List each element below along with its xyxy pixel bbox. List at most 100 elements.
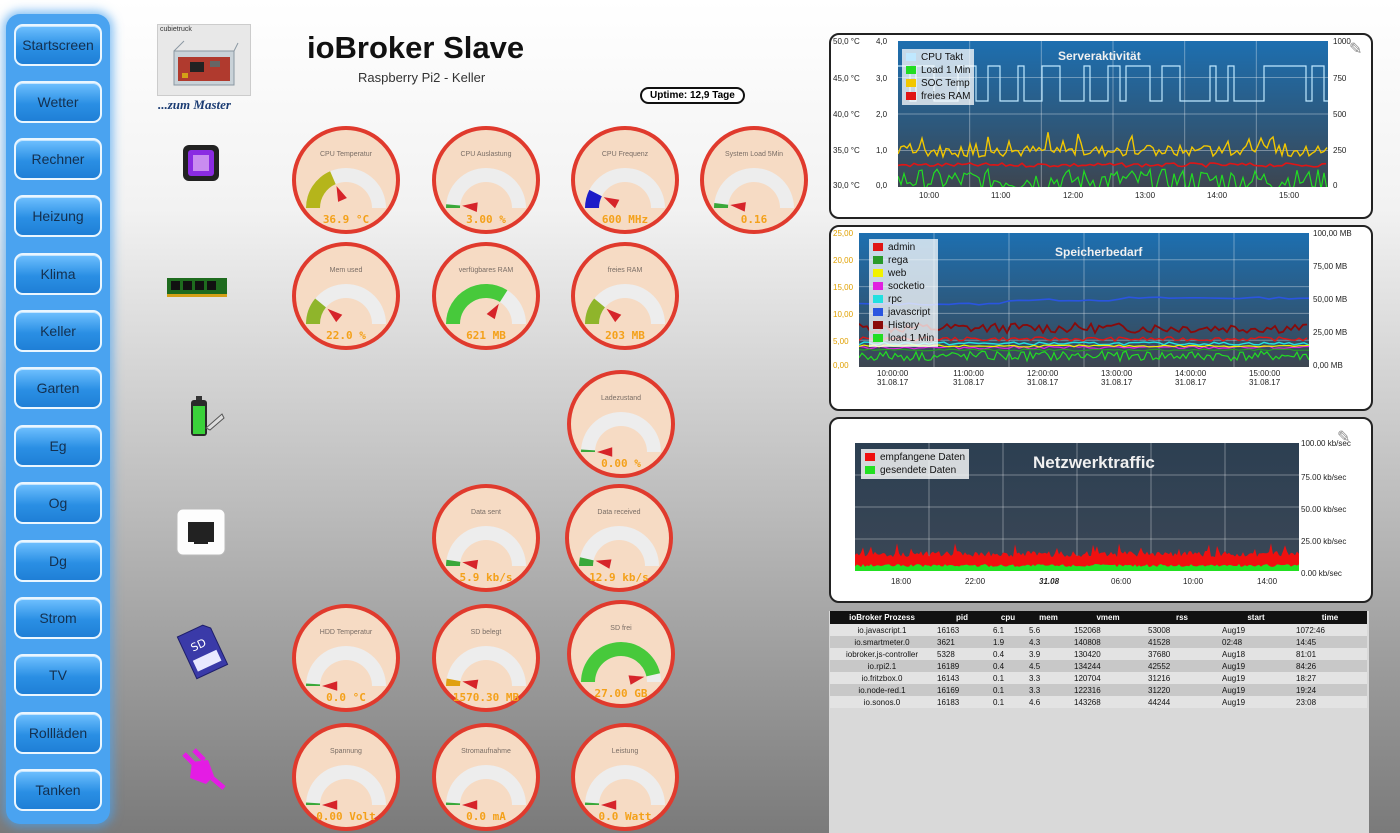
legend-item: socketio	[873, 280, 934, 293]
process-table: ioBroker Prozess pid cpu mem vmem rss st…	[829, 611, 1369, 833]
table-header-row: ioBroker Prozess pid cpu mem vmem rss st…	[830, 611, 1367, 624]
table-cell: 3.3	[1026, 684, 1071, 696]
table-cell: 143268	[1071, 696, 1145, 708]
table-cell: 3.9	[1026, 648, 1071, 660]
legend-swatch	[906, 92, 916, 101]
gauge-value: 12.9 kb/s	[589, 571, 649, 584]
legend-swatch	[873, 334, 883, 343]
nav-rolllaeden-button[interactable]: Rollläden	[14, 712, 102, 754]
nav-strom-button[interactable]: Strom	[14, 597, 102, 639]
nav-keller-button[interactable]: Keller	[14, 310, 102, 352]
y-tick-label: 2,0	[876, 110, 888, 119]
x-tick-label: 14:00	[1257, 577, 1278, 586]
legend-label: freies RAM	[921, 91, 971, 102]
edit-pencil-icon[interactable]: ✎	[1349, 41, 1363, 58]
gauge-dial	[446, 284, 526, 324]
gauge-fill	[579, 557, 594, 566]
load-1min-series	[898, 167, 1328, 187]
y-tick-label: 0.00 kb/sec	[1301, 569, 1342, 578]
y-tick-label: 1000	[1333, 37, 1351, 46]
gauge-label: System Load 5Min	[725, 151, 783, 158]
y-tick-label: 0	[1333, 181, 1338, 190]
nav-rechner-button[interactable]: Rechner	[14, 138, 102, 180]
cubietruck-board-icon	[173, 40, 239, 86]
gauge-fill	[585, 189, 602, 208]
y-tick-label: 35,0 °C	[833, 146, 860, 155]
legend-swatch	[873, 295, 883, 304]
table-cell: 31220	[1145, 684, 1219, 696]
nav-dg-button[interactable]: Dg	[14, 540, 102, 582]
gauge-track	[714, 168, 794, 208]
gauge-track	[306, 765, 386, 805]
table-cell: 16163	[934, 624, 990, 636]
gauge-label: Data sent	[471, 509, 501, 516]
table-row: io.fritzbox.0 16143 0.1 3.3 120704 31216 Aug19…	[830, 672, 1367, 684]
y-tick-label: 100,00 MB	[1313, 229, 1352, 238]
y-tick-label: 750	[1333, 74, 1347, 83]
legend-item: admin	[873, 241, 934, 254]
gauge-label: Leistung	[611, 748, 639, 755]
gauge-label: CPU Auslastung	[460, 151, 512, 158]
x-tick-label: 15:00	[1279, 191, 1300, 200]
master-link-logo[interactable]: cubietruck	[157, 24, 251, 96]
x-tick-time: 12:00:00	[1027, 369, 1059, 378]
gauge-label: SD frei	[610, 625, 632, 632]
gauge-label: Ladezustand	[600, 395, 642, 402]
soc-temp-series	[898, 132, 1328, 159]
network-traffic-plot-area: Netzwerktraffic empfangene Daten gesende…	[855, 443, 1299, 571]
y-tick-label: 0,00	[833, 361, 849, 370]
gauge-label: Spannung	[330, 748, 362, 755]
edit-pencil-icon[interactable]: ✎	[1337, 429, 1351, 446]
y-tick-label: 10,00	[833, 310, 854, 319]
nav-wetter-button[interactable]: Wetter	[14, 81, 102, 123]
nav-tv-button[interactable]: TV	[14, 654, 102, 696]
legend-item: load 1 Min	[873, 332, 934, 345]
ethernet-port-icon	[176, 508, 226, 556]
gauge-cpu-load: CPU Auslastung 3.00 %	[432, 126, 540, 234]
column-header: pid	[934, 611, 990, 624]
table-cell: 0.1	[989, 696, 1027, 708]
gauge-fill	[581, 449, 596, 452]
x-tick-date: 31.08.17	[953, 378, 985, 387]
table-cell: 134244	[1071, 660, 1145, 672]
y-tick-label: 3,0	[876, 74, 888, 83]
x-tick-time: 10:00:00	[877, 369, 909, 378]
gauge-cpu-frequency: CPU Frequenz 600 MHz	[571, 126, 679, 234]
table-cell: 3.3	[1026, 672, 1071, 684]
table-row: io.sonos.0 16183 0.1 4.6 143268 44244 Aug19 23:…	[830, 696, 1367, 708]
nav-heizung-button[interactable]: Heizung	[14, 195, 102, 237]
legend-label: History	[888, 320, 920, 331]
legend-label: rpc	[888, 294, 902, 305]
legend-swatch	[865, 466, 875, 475]
network-traffic-series	[855, 443, 1299, 571]
table-cell: 41528	[1145, 636, 1219, 648]
memory-usage-title: Speicherbedarf	[1055, 245, 1143, 259]
column-header: time	[1293, 611, 1367, 624]
gauge-dial	[306, 168, 386, 208]
gauge-value: 27.00 GB	[594, 687, 648, 700]
table-cell: Aug19	[1219, 660, 1293, 672]
nav-klima-button[interactable]: Klima	[14, 253, 102, 295]
gauge-track	[446, 646, 526, 686]
gauge-dial	[585, 284, 665, 324]
legend-label: socketio	[888, 281, 925, 292]
gauge-needle	[603, 197, 620, 209]
svg-text:SD: SD	[189, 636, 208, 654]
table-cell: 31216	[1145, 672, 1219, 684]
nav-tanken-button[interactable]: Tanken	[14, 769, 102, 811]
table-cell: 16189	[934, 660, 990, 672]
table-cell: iobroker.js-controller	[830, 648, 934, 660]
gauge-value: 0.0 °C	[326, 691, 366, 704]
nav-eg-button[interactable]: Eg	[14, 425, 102, 467]
nav-og-button[interactable]: Og	[14, 482, 102, 524]
server-activity-title: Serveraktivität	[1058, 49, 1141, 63]
gauge-value: 5.9 kb/s	[459, 571, 513, 584]
gauge-value: 1570.30 MB	[452, 691, 520, 704]
legend-item: SOC Temp	[906, 77, 970, 90]
nav-startscreen-button[interactable]: Startscreen	[14, 24, 102, 66]
gauge-track	[585, 168, 665, 208]
nav-garten-button[interactable]: Garten	[14, 367, 102, 409]
column-header: rss	[1145, 611, 1219, 624]
gauge-dial	[446, 646, 526, 690]
y-tick-label: 75,00 MB	[1313, 262, 1348, 271]
